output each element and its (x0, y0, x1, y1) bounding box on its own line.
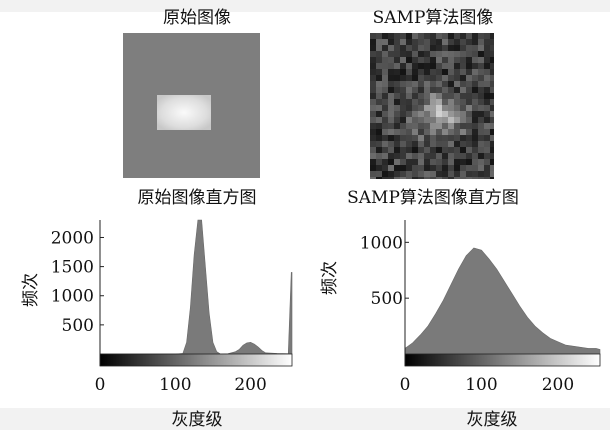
right-x-axis-label: 灰度级 (466, 410, 518, 430)
samp-histogram-chart: 500 1000 0 100 200 频次 (320, 220, 601, 395)
samp-image (370, 33, 494, 179)
x-tick-label: 0 (400, 375, 411, 395)
histogram-area (100, 219, 293, 355)
bottom-band (0, 408, 610, 430)
original-image (123, 33, 260, 178)
original-histogram-chart: 500 1000 1500 2000 0 100 200 频次 (21, 219, 293, 395)
y-tick-label: 2000 (51, 228, 94, 248)
y-tick-label: 500 (62, 316, 94, 336)
x-tick-label: 100 (159, 375, 191, 395)
x-tick-label: 200 (542, 375, 574, 395)
x-tick-label: 0 (95, 375, 106, 395)
samp-image-title: SAMP算法图像 (372, 8, 494, 28)
histogram-area (404, 247, 601, 355)
original-histogram-title: 原始图像直方图 (137, 188, 257, 208)
samp-histogram-title: SAMP算法图像直方图 (347, 188, 519, 208)
left-x-axis-label: 灰度级 (171, 410, 223, 430)
y-tick-label: 1500 (51, 258, 94, 278)
y-axis-label: 频次 (21, 273, 41, 307)
original-image-title: 原始图像 (163, 8, 231, 28)
x-tick-label: 200 (234, 375, 266, 395)
samp-noise-texture (370, 33, 494, 179)
y-tick-label: 1000 (51, 287, 94, 307)
y-tick-label: 1000 (360, 233, 403, 253)
gray-level-colorbar (99, 353, 293, 367)
x-tick-label: 100 (465, 375, 497, 395)
gray-level-colorbar (404, 353, 601, 367)
top-band (0, 0, 610, 12)
y-axis-label: 频次 (320, 261, 340, 295)
y-tick-label: 500 (371, 289, 403, 309)
